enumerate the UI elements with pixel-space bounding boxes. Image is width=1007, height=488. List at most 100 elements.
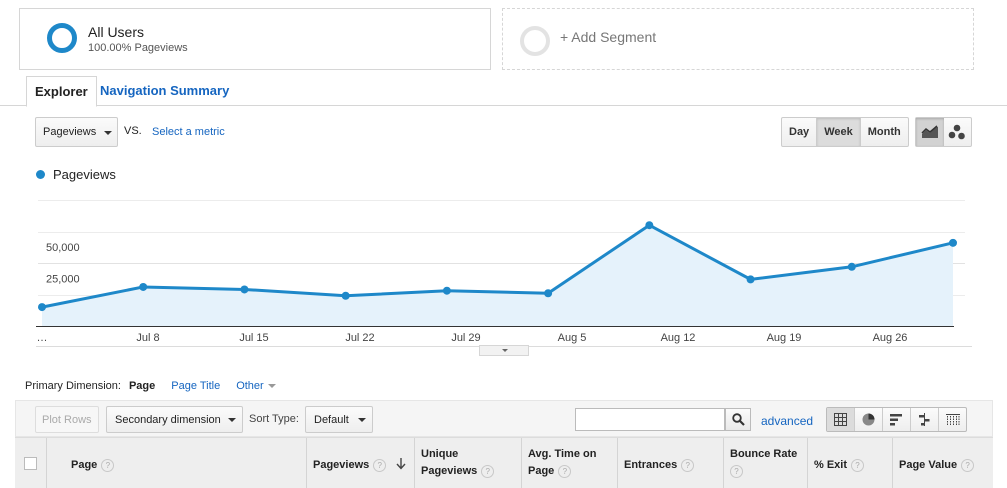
- column-label: Page: [71, 459, 98, 471]
- data-point: [341, 291, 350, 300]
- legend-dot: [36, 170, 45, 179]
- x-tick-label: Jul 15: [239, 332, 268, 344]
- help-icon[interactable]: ?: [730, 465, 743, 478]
- table-header-row: Page? Pageviews? Unique Pageviews? Avg. …: [15, 437, 993, 488]
- y-tick-label: 50,000: [46, 242, 80, 254]
- chevron-down-icon: [502, 349, 508, 352]
- period-day-button[interactable]: Day: [782, 118, 818, 146]
- performance-icon[interactable]: [883, 408, 911, 431]
- sort-type-label: Sort Type:: [249, 413, 299, 425]
- x-tick-label: Aug 19: [767, 332, 802, 344]
- table-search-input[interactable]: [575, 408, 725, 431]
- x-tick-label: Jul 29: [451, 332, 480, 344]
- help-icon[interactable]: ?: [681, 459, 695, 472]
- dimension-other-label: Other: [236, 380, 264, 392]
- data-point: [139, 282, 148, 291]
- y-tick-label: 25,000: [46, 274, 80, 286]
- data-table-icon[interactable]: [827, 408, 855, 431]
- data-point: [949, 238, 957, 247]
- column-label: % Exit: [814, 459, 848, 471]
- chart-legend: Pageviews: [36, 167, 116, 182]
- data-point: [442, 286, 451, 295]
- x-tick-label: Aug 12: [661, 332, 696, 344]
- search-button[interactable]: [725, 408, 751, 431]
- dimension-page-title[interactable]: Page Title: [171, 380, 221, 392]
- data-point: [746, 275, 755, 284]
- column-header-unique-pageviews[interactable]: Unique Pageviews?: [415, 438, 522, 488]
- select-all-cell: [15, 438, 47, 488]
- help-icon[interactable]: ?: [373, 459, 387, 472]
- help-icon[interactable]: ?: [961, 459, 975, 472]
- data-point: [544, 289, 553, 298]
- help-icon[interactable]: ?: [481, 465, 495, 478]
- table-view-toggle: [826, 407, 967, 432]
- segment-all-users[interactable]: All Users 100.00% Pageviews: [19, 8, 491, 70]
- period-month-button[interactable]: Month: [867, 126, 901, 138]
- add-segment-button[interactable]: + Add Segment: [502, 8, 974, 70]
- help-icon[interactable]: ?: [101, 459, 115, 472]
- segment-detail: 100.00% Pageviews: [88, 42, 188, 54]
- dimension-page[interactable]: Page: [128, 380, 156, 392]
- motion-chart-icon[interactable]: [944, 118, 972, 146]
- pie-chart-icon[interactable]: [855, 408, 883, 431]
- data-point: [847, 262, 856, 271]
- help-icon[interactable]: ?: [558, 465, 572, 478]
- pageviews-chart: 50,000 25,000 … Jul 8 Jul 15 Jul 22 Jul 29 Aug …: [36, 200, 972, 347]
- column-label: Page Value: [899, 459, 958, 471]
- sort-type-value: Default: [314, 414, 349, 426]
- column-label: Pageviews: [421, 465, 478, 477]
- x-tick-label: Aug 5: [558, 332, 587, 344]
- column-label: Entrances: [624, 459, 678, 471]
- x-tick-label: Aug 26: [873, 332, 908, 344]
- metric-select[interactable]: Pageviews: [35, 117, 118, 147]
- empty-segment-ring-icon: [520, 26, 550, 56]
- dimension-other[interactable]: Other: [236, 380, 276, 392]
- report-tabs: Explorer Navigation Summary: [0, 76, 1007, 107]
- column-header-entrances[interactable]: Entrances?: [618, 438, 724, 488]
- column-header-page-value[interactable]: Page Value?: [893, 438, 993, 488]
- select-metric-link[interactable]: Select a metric: [152, 126, 225, 138]
- data-point: [38, 303, 46, 312]
- advanced-filter-link[interactable]: advanced: [761, 414, 814, 428]
- column-header-pageviews[interactable]: Pageviews?: [307, 438, 415, 488]
- column-label: Avg. Time on: [528, 448, 597, 460]
- vs-label: VS.: [124, 125, 142, 137]
- search-icon: [731, 413, 745, 426]
- segment-name: All Users: [88, 24, 145, 40]
- metric-select-value: Pageviews: [43, 126, 97, 138]
- column-header-page[interactable]: Page?: [47, 438, 307, 488]
- primary-dimension-label: Primary Dimension:: [25, 380, 121, 392]
- line-chart-icon[interactable]: [916, 118, 944, 146]
- column-header-exit[interactable]: % Exit?: [808, 438, 893, 488]
- column-header-bounce-rate[interactable]: Bounce Rate ?: [724, 438, 808, 488]
- sort-type-select[interactable]: Default: [305, 406, 373, 433]
- primary-dimension-bar: Primary Dimension: Page Page Title Other: [25, 380, 292, 392]
- series-line-pageviews: [41, 223, 954, 309]
- plot-rows-button[interactable]: Plot Rows: [35, 406, 99, 433]
- chevron-down-icon: [228, 418, 236, 422]
- data-point: [645, 221, 654, 230]
- help-icon[interactable]: ?: [851, 459, 865, 472]
- select-all-checkbox[interactable]: [24, 457, 37, 470]
- chart-type-toggle: [915, 117, 972, 147]
- comparison-icon[interactable]: [911, 408, 939, 431]
- chart-collapse-handle[interactable]: [479, 345, 529, 356]
- series-area: [42, 225, 953, 326]
- tab-explorer[interactable]: Explorer: [26, 76, 97, 107]
- add-segment-label: + Add Segment: [560, 29, 657, 45]
- column-label: Page: [528, 465, 555, 477]
- chevron-down-icon: [358, 418, 366, 422]
- column-header-avg-time[interactable]: Avg. Time on Page?: [522, 438, 618, 488]
- x-tick-label: Jul 8: [136, 332, 159, 344]
- tab-navigation-summary[interactable]: Navigation Summary: [100, 83, 230, 98]
- pivot-icon[interactable]: [939, 408, 966, 431]
- column-label: Bounce Rate: [730, 448, 798, 460]
- chevron-down-icon: [104, 131, 112, 135]
- secondary-dimension-label: Secondary dimension: [115, 414, 221, 426]
- period-toggle: Day Week Month: [781, 117, 909, 147]
- secondary-dimension-select[interactable]: Secondary dimension: [106, 406, 243, 433]
- period-week-button[interactable]: Week: [817, 118, 861, 146]
- column-label: Pageviews: [313, 459, 370, 471]
- column-label: Unique: [421, 448, 459, 460]
- chevron-down-icon: [267, 384, 276, 388]
